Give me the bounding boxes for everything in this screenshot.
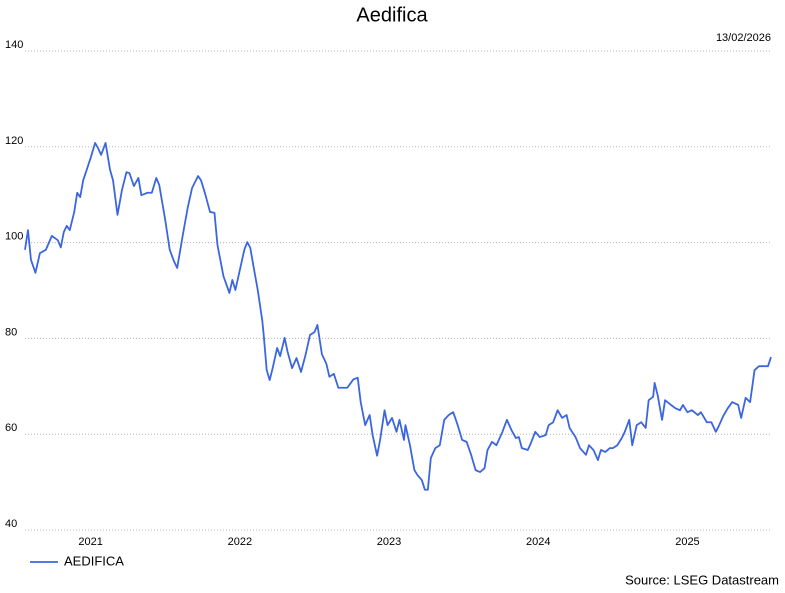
- y-tick-label: 60: [5, 422, 17, 434]
- x-tick-label: 2024: [526, 536, 550, 548]
- legend-label: AEDIFICA: [64, 553, 124, 568]
- y-tick-label: 40: [5, 518, 17, 530]
- y-tick-label: 140: [5, 39, 23, 51]
- series-line: [24, 142, 772, 491]
- x-tick-label: 2021: [78, 536, 102, 548]
- x-tick-label: 2023: [377, 536, 401, 548]
- y-tick-label: 100: [5, 231, 23, 243]
- date-label: 13/02/2026: [716, 32, 771, 44]
- y-tick-label: 120: [5, 135, 23, 147]
- chart-title: Aedifica: [356, 4, 428, 26]
- x-tick-label: 2025: [675, 536, 699, 548]
- source: Source: LSEG Datastream: [625, 572, 779, 587]
- y-tick-label: 80: [5, 326, 17, 338]
- x-tick-label: 2022: [228, 536, 252, 548]
